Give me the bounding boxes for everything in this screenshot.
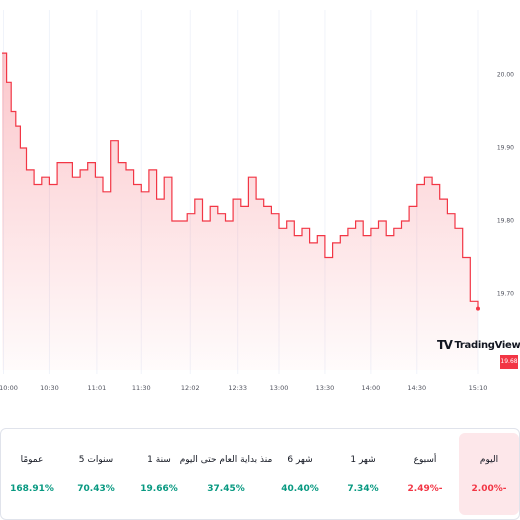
performance-period[interactable]: عمومًا 168.91%	[2, 429, 62, 519]
performance-period[interactable]: 6 شهر 40.40%	[270, 429, 330, 519]
x-tick-label: 11:30	[131, 384, 151, 392]
x-tick-label: 11:01	[87, 384, 107, 392]
performance-period-value: 37.45%	[207, 484, 245, 494]
performance-period[interactable]: منذ بداية العام حتى اليوم 37.45%	[180, 429, 273, 519]
performance-period-value: 2.00%-	[471, 484, 507, 494]
y-tick-label: 19.90	[496, 144, 514, 152]
x-tick-label: 13:00	[269, 384, 289, 392]
tradingview-brand: TradingView	[454, 339, 520, 351]
performance-period-label: اليوم	[479, 455, 499, 465]
performance-period-label: عمومًا	[20, 455, 44, 465]
x-tick-label: 12:33	[228, 384, 248, 392]
price-chart[interactable]: 20.00 19.90 19.80 19.70 10:00 10:30 11:01 11:3…	[0, 0, 520, 400]
performance-period[interactable]: 1 سنة 19.66%	[129, 429, 189, 519]
performance-period[interactable]: 1 شهر 7.34%	[333, 429, 393, 519]
y-tick-label: 20.00	[496, 71, 514, 79]
performance-period-value: 2.49%-	[407, 484, 443, 494]
performance-period-value: 19.66%	[140, 484, 178, 494]
performance-panel: اليوم 2.00%- أسبوع 2.49%- 1 شهر 7.34% 6 شهر 40.…	[0, 428, 520, 520]
price-area-fill	[2, 53, 478, 370]
performance-period-value: 70.43%	[77, 484, 115, 494]
performance-period-label: 1 سنة	[147, 455, 171, 465]
performance-period-value: 40.40%	[281, 484, 319, 494]
x-tick-label: 10:00	[0, 384, 18, 392]
price-line	[2, 52, 479, 309]
x-tick-label: 14:00	[361, 384, 381, 392]
performance-period-label: أسبوع	[413, 455, 437, 465]
performance-period-label: 5 سنوات	[78, 455, 114, 465]
performance-period[interactable]: 5 سنوات 70.43%	[66, 429, 126, 519]
y-tick-label: 19.70	[496, 290, 514, 298]
tradingview-icon: TV	[437, 338, 453, 352]
x-tick-label: 13:30	[315, 384, 335, 392]
x-tick-label: 14:30	[407, 384, 427, 392]
performance-period[interactable]: اليوم 2.00%-	[459, 433, 519, 515]
performance-period[interactable]: أسبوع 2.49%-	[395, 429, 455, 519]
last-price-badge: 19.68	[500, 355, 518, 369]
performance-period-value: 7.34%	[347, 484, 379, 494]
y-tick-label: 19.80	[496, 217, 514, 225]
tradingview-logo[interactable]: TV TradingView	[437, 338, 520, 352]
chart-plot[interactable]	[0, 0, 520, 400]
performance-period-value: 168.91%	[10, 484, 54, 494]
x-tick-label: 15:10	[468, 384, 488, 392]
performance-period-label: 1 شهر	[350, 455, 376, 465]
last-price-dot	[476, 306, 480, 311]
x-tick-label: 10:30	[40, 384, 59, 392]
performance-period-label: منذ بداية العام حتى اليوم	[179, 455, 273, 465]
x-tick-label: 12:02	[180, 384, 200, 392]
performance-period-label: 6 شهر	[287, 455, 313, 465]
